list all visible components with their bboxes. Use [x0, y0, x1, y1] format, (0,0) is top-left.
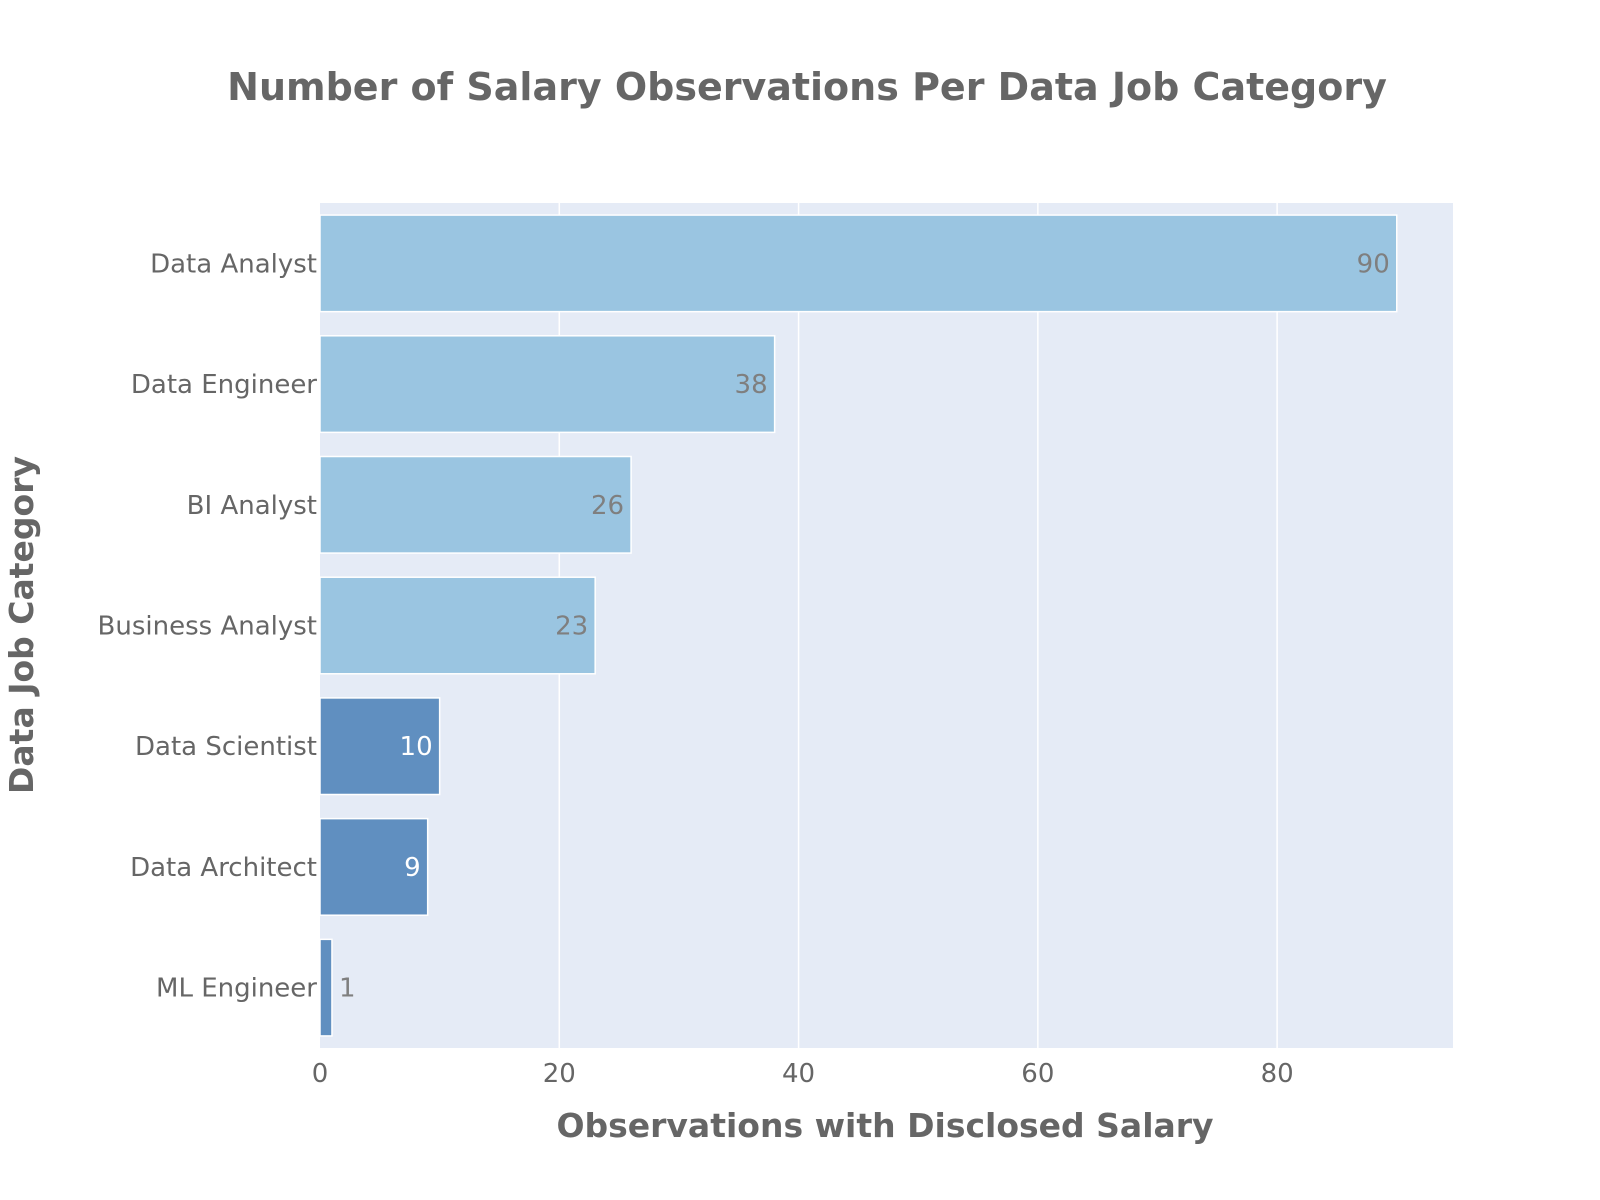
- bar-data-architect: [319, 817, 429, 916]
- x-tick-label-60: 60: [1021, 1059, 1054, 1089]
- y-tick-label-ml-engineer: ML Engineer: [156, 974, 317, 1004]
- y-axis-tick-labels: Data Analyst Data Engineer BI Analyst Busin…: [98, 249, 318, 1003]
- y-tick-label-data-engineer: Data Engineer: [131, 370, 317, 400]
- x-tick-label-40: 40: [782, 1059, 815, 1089]
- bar-business-analyst: [319, 576, 596, 675]
- x-axis-tick-labels: 0 20 40 60 80: [312, 1059, 1294, 1089]
- y-tick-label-data-architect: Data Architect: [130, 853, 317, 883]
- bar-data-scientist: [319, 697, 441, 796]
- bar-data-engineer: [319, 335, 776, 434]
- bar-value-label-ml-engineer: 1: [339, 974, 356, 1004]
- y-tick-label-data-analyst: Data Analyst: [150, 249, 317, 279]
- bar-value-label-data-scientist: 10: [400, 732, 433, 762]
- bars: [319, 214, 1398, 1037]
- bar-value-labels: 90 38 26 23 10 9 1: [339, 249, 1390, 1003]
- x-tick-label-20: 20: [543, 1059, 576, 1089]
- bar-value-label-data-architect: 9: [404, 853, 421, 883]
- y-tick-label-data-scientist: Data Scientist: [135, 732, 317, 762]
- x-axis-title: Observations with Disclosed Salary: [556, 1106, 1213, 1145]
- bar-value-label-data-engineer: 38: [735, 370, 768, 400]
- chart-title: Number of Salary Observations Per Data J…: [227, 65, 1387, 109]
- y-tick-label-bi-analyst: BI Analyst: [187, 491, 317, 521]
- x-tick-label-0: 0: [312, 1059, 329, 1089]
- y-axis-title: Data Job Category: [2, 456, 41, 794]
- bar-value-label-business-analyst: 23: [555, 612, 588, 642]
- bar-data-analyst: [319, 214, 1398, 313]
- bar-value-label-data-analyst: 90: [1357, 249, 1390, 279]
- bar-bi-analyst: [319, 455, 632, 554]
- bar-ml-engineer: [319, 938, 333, 1037]
- bar-value-label-bi-analyst: 26: [591, 491, 624, 521]
- x-tick-label-80: 80: [1261, 1059, 1294, 1089]
- y-tick-label-business-analyst: Business Analyst: [98, 612, 317, 642]
